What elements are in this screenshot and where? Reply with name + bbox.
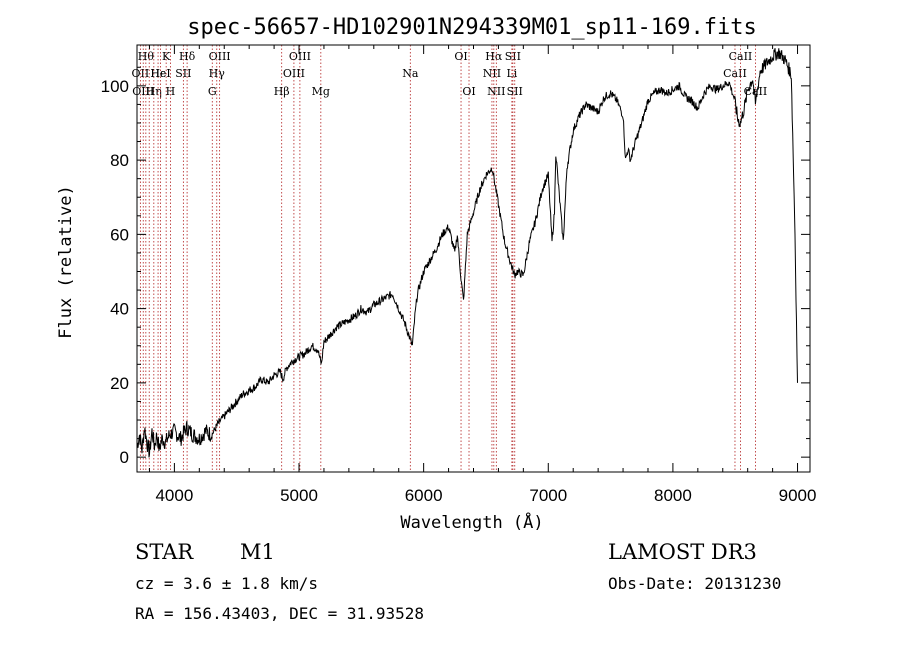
object-class: STAR bbox=[135, 540, 194, 564]
axis-ticks: 4000 5000 6000 7000 8000 9000 0 20 40 60 80 100 bbox=[101, 45, 817, 505]
line-label-12: Hγ bbox=[209, 67, 226, 80]
spectrum-series bbox=[136, 48, 798, 458]
line-label-7: K bbox=[162, 50, 171, 63]
line-label-13: OIII bbox=[209, 50, 231, 63]
y-tick-label-1: 20 bbox=[110, 374, 129, 393]
chart-title: spec-56657-HD102901N294339M01_sp11-169.f… bbox=[187, 15, 757, 40]
y-axis-label: Flux (relative) bbox=[56, 185, 76, 339]
line-label-9: SII bbox=[175, 67, 191, 80]
line-label-0: OII bbox=[132, 67, 150, 80]
y-tick-label-3: 60 bbox=[110, 225, 129, 244]
x-tick-label-4: 8000 bbox=[654, 486, 692, 505]
obs-date-text: Obs-Date: 20131230 bbox=[608, 574, 782, 593]
line-label-15: OIII bbox=[283, 67, 305, 80]
line-label-6: HeI bbox=[150, 67, 170, 80]
x-tick-label-0: 4000 bbox=[155, 486, 193, 505]
line-label-10: Hδ bbox=[179, 50, 196, 63]
line-label-14: Hβ bbox=[274, 85, 290, 98]
line-label-25: SII bbox=[505, 50, 521, 63]
y-tick-label-0: 0 bbox=[120, 448, 129, 467]
line-label-4: Hη bbox=[146, 85, 162, 98]
y-tick-label-4: 80 bbox=[110, 151, 129, 170]
survey-name: LAMOST DR3 bbox=[608, 540, 757, 564]
line-label-21: NII bbox=[483, 67, 501, 80]
line-label-19: OI bbox=[454, 50, 467, 63]
line-label-5: Hε bbox=[150, 67, 166, 80]
line-label-24: Li bbox=[506, 67, 517, 80]
plot-frame bbox=[136, 44, 811, 473]
x-tick-label-3: 7000 bbox=[529, 486, 567, 505]
line-label-18: Na bbox=[402, 67, 419, 80]
line-label-1: OIII bbox=[132, 85, 154, 98]
line-label-20: OI bbox=[462, 85, 475, 98]
line-label-11: G bbox=[208, 85, 217, 98]
x-tick-label-5: 9000 bbox=[779, 486, 817, 505]
coordinates-text: RA = 156.43403, DEC = 31.93528 bbox=[135, 604, 424, 623]
x-tick-label-1: 5000 bbox=[280, 486, 318, 505]
object-subclass: M1 bbox=[240, 540, 275, 564]
line-label-17: Mg bbox=[312, 85, 330, 98]
redshift-text: cz = 3.6 ± 1.8 km/s bbox=[135, 574, 319, 593]
line-label-2: Hθ bbox=[138, 50, 155, 63]
x-tick-label-2: 6000 bbox=[405, 486, 443, 505]
y-tick-label-5: 100 bbox=[101, 77, 129, 96]
line-label-27: CaII bbox=[723, 67, 747, 80]
line-label-28: CaII bbox=[729, 50, 753, 63]
spectrum-line bbox=[136, 48, 798, 458]
line-label-16: OIII bbox=[289, 50, 311, 63]
line-label-26: SII bbox=[507, 85, 523, 98]
y-tick-label-2: 40 bbox=[110, 300, 129, 319]
line-label-8: H bbox=[166, 85, 176, 98]
x-axis-label: Wavelength (Å) bbox=[400, 511, 543, 533]
line-label-23: NII bbox=[487, 85, 505, 98]
line-label-22: Hα bbox=[485, 50, 503, 63]
